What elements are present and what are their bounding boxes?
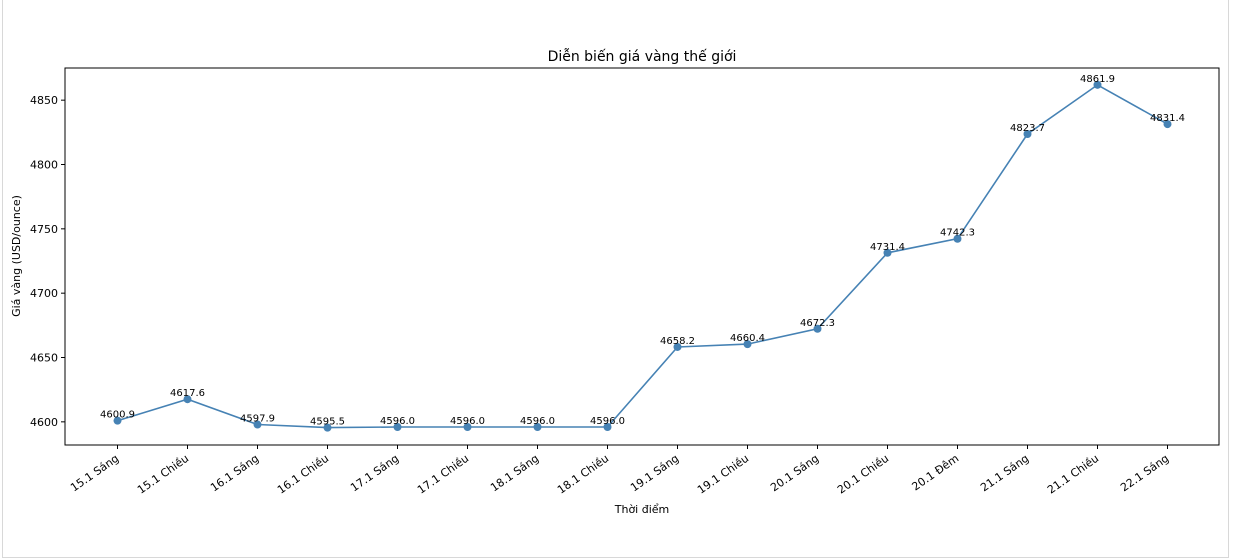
data-label: 4596.0 <box>450 416 485 427</box>
data-label: 4617.6 <box>170 388 205 399</box>
data-point <box>1023 130 1032 139</box>
x-tick-label: 19.1 Chiều <box>695 452 751 497</box>
x-tick-label: 22.1 Sáng <box>1118 452 1171 495</box>
data-label: 4861.9 <box>1080 74 1115 85</box>
data-label: 4595.5 <box>310 417 345 428</box>
x-tick-label: 15.1 Chiều <box>135 452 191 497</box>
x-tick-label: 19.1 Sáng <box>628 452 681 495</box>
x-tick-label: 16.1 Chiều <box>275 452 331 497</box>
data-point <box>323 423 332 432</box>
price-series: 4600.9 4617.6 4597.9 4595.5 4596.0 4596.0 4596… <box>100 74 1185 432</box>
data-label: 4597.9 <box>240 414 275 425</box>
data-point <box>953 234 962 243</box>
x-tick-label: 21.1 Chiều <box>1045 452 1101 497</box>
data-point <box>393 422 402 431</box>
series-line <box>117 83 1168 429</box>
data-label: 4672.3 <box>800 318 835 329</box>
chart-title: Diễn biến giá vàng thế giới <box>548 48 737 65</box>
data-point <box>113 416 122 425</box>
y-axis-label: Giá vàng (USD/ounce) <box>10 195 23 317</box>
data-point <box>883 248 892 257</box>
data-label: 4596.0 <box>520 416 555 427</box>
data-label: 4596.0 <box>380 416 415 427</box>
data-point <box>1163 120 1172 129</box>
data-label: 4596.0 <box>590 416 625 427</box>
x-tick-label: 18.1 Sáng <box>488 452 541 495</box>
data-point <box>1093 80 1102 89</box>
data-point <box>743 340 752 349</box>
data-point <box>813 324 822 333</box>
x-tick-label: 20.1 Đêm <box>910 452 962 494</box>
data-point <box>253 420 262 429</box>
x-tick-label: 16.1 Sáng <box>208 452 261 495</box>
y-tick-label: 4650 <box>30 352 58 365</box>
y-tick-label: 4700 <box>30 287 58 300</box>
y-tick-label: 4850 <box>30 94 58 107</box>
x-tick-label: 15.1 Sáng <box>68 452 121 495</box>
x-tick-label: 17.1 Chiều <box>415 452 471 497</box>
data-label: 4731.4 <box>870 242 905 253</box>
y-tick-label: 4600 <box>30 416 58 429</box>
x-axis: 15.1 Sáng 15.1 Chiều 16.1 Sáng 16.1 Chiều 17… <box>68 445 1171 497</box>
data-point <box>673 342 682 351</box>
y-tick-label: 4800 <box>30 159 58 172</box>
x-tick-label: 20.1 Sáng <box>768 452 821 495</box>
data-label: 4823.7 <box>1010 123 1045 134</box>
x-tick-label: 17.1 Sáng <box>348 452 401 495</box>
x-tick-label: 20.1 Chiều <box>835 452 891 497</box>
data-label: 4831.4 <box>1150 113 1185 124</box>
plot-area <box>64 67 1220 446</box>
data-point <box>183 395 192 404</box>
data-point <box>463 422 472 431</box>
x-axis-label: Thời điểm <box>614 503 670 516</box>
x-tick-label: 21.1 Sáng <box>978 452 1031 495</box>
x-tick-label: 18.1 Chiều <box>555 452 611 497</box>
data-label: 4660.4 <box>730 333 765 344</box>
data-label: 4600.9 <box>100 410 135 421</box>
y-tick-label: 4750 <box>30 223 58 236</box>
data-point <box>533 422 542 431</box>
data-label: 4742.3 <box>940 228 975 239</box>
y-axis: 4600 4650 4700 4750 4800 4850 <box>30 94 65 429</box>
data-label: 4658.2 <box>660 336 695 347</box>
data-point <box>603 422 612 431</box>
